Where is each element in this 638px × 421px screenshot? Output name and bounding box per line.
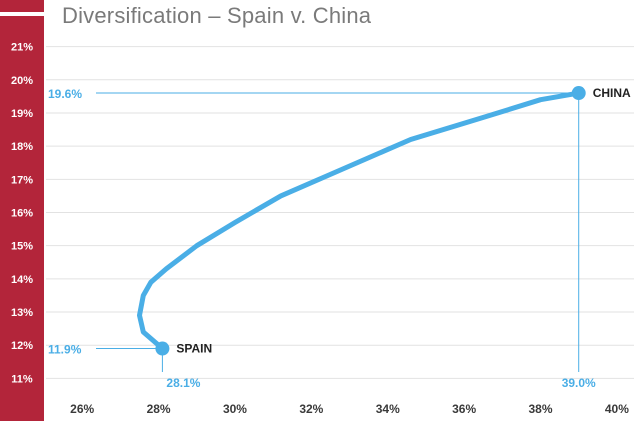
x-tick-label: 34% [376,402,400,416]
data-point-label: CHINA [593,86,631,100]
y-tick-label: 14% [11,274,33,286]
data-points: SPAIN CHINA [155,86,631,356]
y-axis-ticks: 11% 12% 13% 14% 15% 16% 17% 18% 19% 20% 21% [11,42,33,386]
y-tick-label: 19% [11,108,33,120]
x-value-annotation: 28.1% [166,376,200,390]
y-tick-label: 11% [11,373,33,385]
data-point-label: SPAIN [176,342,212,356]
x-tick-label: 36% [452,402,476,416]
data-point-marker [571,86,586,101]
reference-guides: 11.9% 28.1% 19.6% 39.0% [48,87,596,390]
sidebar-bar [0,12,44,16]
x-tick-label: 26% [70,402,94,416]
y-tick-label: 21% [11,42,33,54]
y-tick-label: 20% [11,75,33,87]
x-tick-label: 40% [605,402,629,416]
y-value-annotation: 11.9% [48,343,82,357]
x-tick-label: 32% [299,402,323,416]
x-tick-label: 28% [147,402,171,416]
x-axis-ticks: 26% 28% 30% 32% 34% 36% 38% 40% [70,402,629,416]
chart-title: Diversification – Spain v. China [62,3,372,28]
x-tick-label: 38% [529,402,553,416]
y-tick-label: 17% [11,174,33,186]
x-tick-label: 30% [223,402,247,416]
sidebar-accent [0,0,44,421]
y-value-annotation: 19.6% [48,87,82,101]
y-tick-label: 18% [11,141,33,153]
grid-lines [46,46,634,379]
y-tick-label: 16% [11,208,33,220]
series-lines [136,90,582,352]
y-tick-label: 13% [11,307,33,319]
y-tick-label: 12% [11,340,33,352]
series-line [136,90,582,352]
y-tick-label: 15% [11,241,33,253]
x-value-annotation: 39.0% [562,376,596,390]
data-point-marker [155,341,170,356]
